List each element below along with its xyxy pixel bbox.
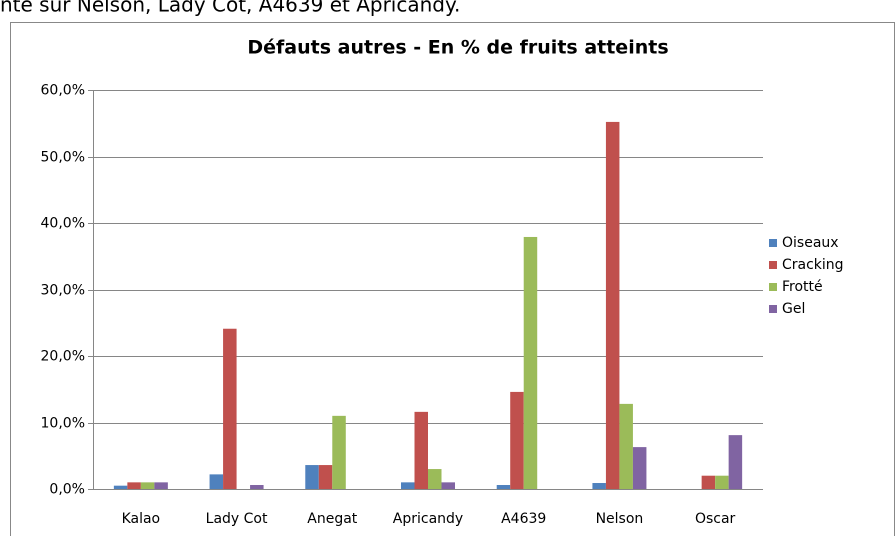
bar	[592, 483, 606, 489]
legend-label: Oiseaux	[782, 235, 839, 251]
y-tick-label: 30,0%	[41, 283, 85, 299]
legend-swatch	[769, 239, 777, 247]
x-tick-label: Anegat	[307, 511, 358, 527]
x-tick-label: Lady Cot	[206, 511, 268, 527]
legend-label: Gel	[782, 301, 805, 317]
bar	[250, 485, 264, 489]
x-tick-label: Oscar	[695, 511, 736, 527]
x-tick-label: A4639	[501, 511, 546, 527]
chart-frame	[10, 22, 895, 536]
legend-label: Frotté	[782, 279, 823, 295]
y-tick-label: 50,0%	[41, 150, 85, 166]
y-tick-label: 40,0%	[41, 216, 85, 232]
bar	[715, 475, 729, 489]
y-tick-label: 0,0%	[49, 482, 85, 498]
bar	[441, 482, 455, 489]
bar	[140, 482, 155, 489]
note: nte sur Nelson, Lady Cot, A4639 et Apric…	[0, 0, 460, 17]
bar	[619, 403, 633, 489]
x-tick-label: Nelson	[596, 511, 644, 527]
bar	[223, 328, 237, 489]
bar	[154, 482, 168, 489]
x-tick-label: Apricandy	[393, 511, 463, 527]
y-tick-label: 20,0%	[41, 349, 85, 365]
chart-title: Défauts autres - En % de fruits atteints	[247, 37, 668, 59]
legend-swatch	[769, 305, 777, 313]
bar	[428, 469, 442, 489]
bar	[401, 482, 415, 489]
bar	[523, 236, 538, 489]
bar	[113, 485, 128, 489]
bar	[305, 465, 319, 489]
bar	[127, 482, 141, 489]
legend-swatch	[769, 261, 777, 269]
bar	[510, 391, 524, 489]
bar	[414, 411, 428, 489]
bar	[701, 475, 716, 489]
bar	[605, 121, 620, 490]
legend-swatch	[769, 283, 777, 291]
bar	[318, 465, 333, 489]
y-tick-label: 60,0%	[41, 83, 85, 99]
bar	[728, 435, 743, 489]
y-tick-label: 10,0%	[41, 416, 85, 432]
x-tick-label: Kalao	[122, 511, 161, 527]
bar	[632, 447, 647, 489]
bar	[496, 485, 511, 489]
bar	[209, 474, 224, 489]
legend-label: Cracking	[782, 257, 844, 273]
bar	[332, 415, 346, 489]
